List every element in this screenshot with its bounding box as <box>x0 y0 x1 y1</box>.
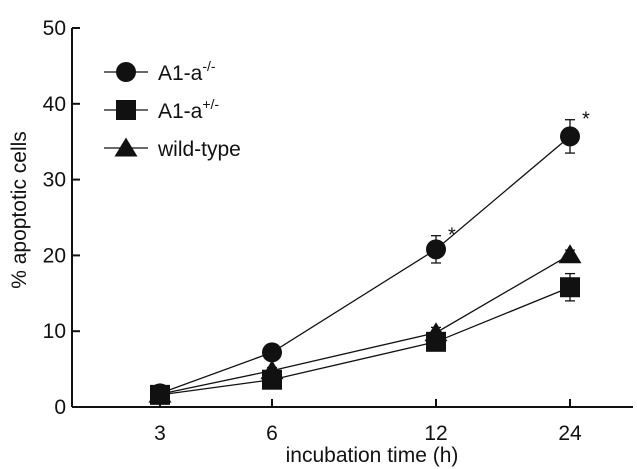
x-tick-label: 12 <box>424 422 447 445</box>
legend-label: A1-a-/- <box>158 58 216 85</box>
x-tick-label: 3 <box>154 422 166 445</box>
data-point-triangle <box>260 360 284 380</box>
legend-marker-triangle <box>114 137 138 157</box>
significance-marker: * <box>448 225 456 247</box>
data-point-triangle <box>558 244 582 264</box>
data-point-circle <box>426 239 446 260</box>
data-point-square <box>560 277 580 298</box>
legend-marker-circle <box>116 62 136 82</box>
data-point-triangle <box>424 322 448 342</box>
y-tick-label: 0 <box>54 396 66 419</box>
legend-label: wild-type <box>157 138 241 161</box>
series-lines <box>159 135 571 396</box>
axes: 0 10 20 30 40 50 3 6 12 24 <box>43 17 633 445</box>
legend-marker-square <box>116 100 136 120</box>
y-tick-label: 40 <box>43 93 66 116</box>
legend: A1-a-/- A1-a+/- wild-type <box>104 58 241 161</box>
y-tick-label: 50 <box>43 17 66 40</box>
data-markers: ** <box>148 109 590 405</box>
data-point-circle <box>262 342 282 363</box>
series-line-triangle <box>159 254 571 395</box>
x-tick-label: 6 <box>266 422 278 445</box>
y-tick-label: 10 <box>43 320 66 343</box>
legend-label: A1-a+/- <box>158 96 219 123</box>
data-point-circle <box>560 126 580 147</box>
x-tick-label: 24 <box>558 422 582 445</box>
y-tick-label: 20 <box>43 244 66 267</box>
data-point-triangle <box>148 383 172 403</box>
series-line-square <box>159 286 571 396</box>
series-line-circle <box>159 135 571 394</box>
x-axis-label: incubation time (h) <box>286 444 459 467</box>
y-axis-label: % apoptotic cells <box>8 131 31 289</box>
significance-marker: * <box>582 109 590 131</box>
y-tick-label: 30 <box>43 169 66 192</box>
